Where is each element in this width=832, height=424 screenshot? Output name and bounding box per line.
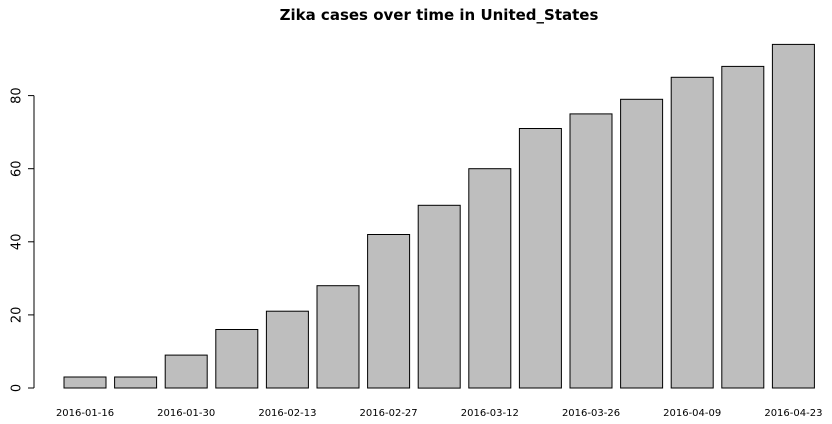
x-tick-label: 2016-02-27 [360,408,418,419]
x-tick-label: 2016-04-23 [764,408,822,419]
bar [367,234,411,389]
bar [114,376,158,389]
x-tick-label: 2016-03-26 [562,408,620,419]
x-tick-label: 2016-04-09 [663,408,721,419]
chart-title: Zika cases over time in United_States [280,6,599,24]
bar [569,113,613,389]
x-tick-label: 2016-02-13 [258,408,316,419]
bar [518,128,562,389]
bar [215,329,259,389]
x-tick-label: 2016-01-30 [157,408,215,419]
bar [265,310,309,389]
bar [63,376,107,389]
bar [316,285,360,389]
y-tick-label: 40 [10,234,25,251]
bar [670,76,714,389]
x-axis-labels: 2016-01-16 2016-01-30 2016-02-13 2016-02-27… [56,408,823,419]
y-tick-label: 60 [10,160,25,177]
bar [721,65,765,389]
bars [63,43,815,389]
x-tick-label: 2016-03-12 [461,408,519,419]
y-tick-label: 80 [10,87,25,104]
bar [417,204,461,389]
y-tick-label: 0 [10,384,25,392]
y-tick-label: 20 [10,307,25,324]
y-axis: 0 20 40 60 80 [10,87,35,392]
bar [771,43,815,389]
bar [620,98,664,389]
x-tick-label: 2016-01-16 [56,408,114,419]
bar [468,168,512,389]
bar [164,354,208,389]
